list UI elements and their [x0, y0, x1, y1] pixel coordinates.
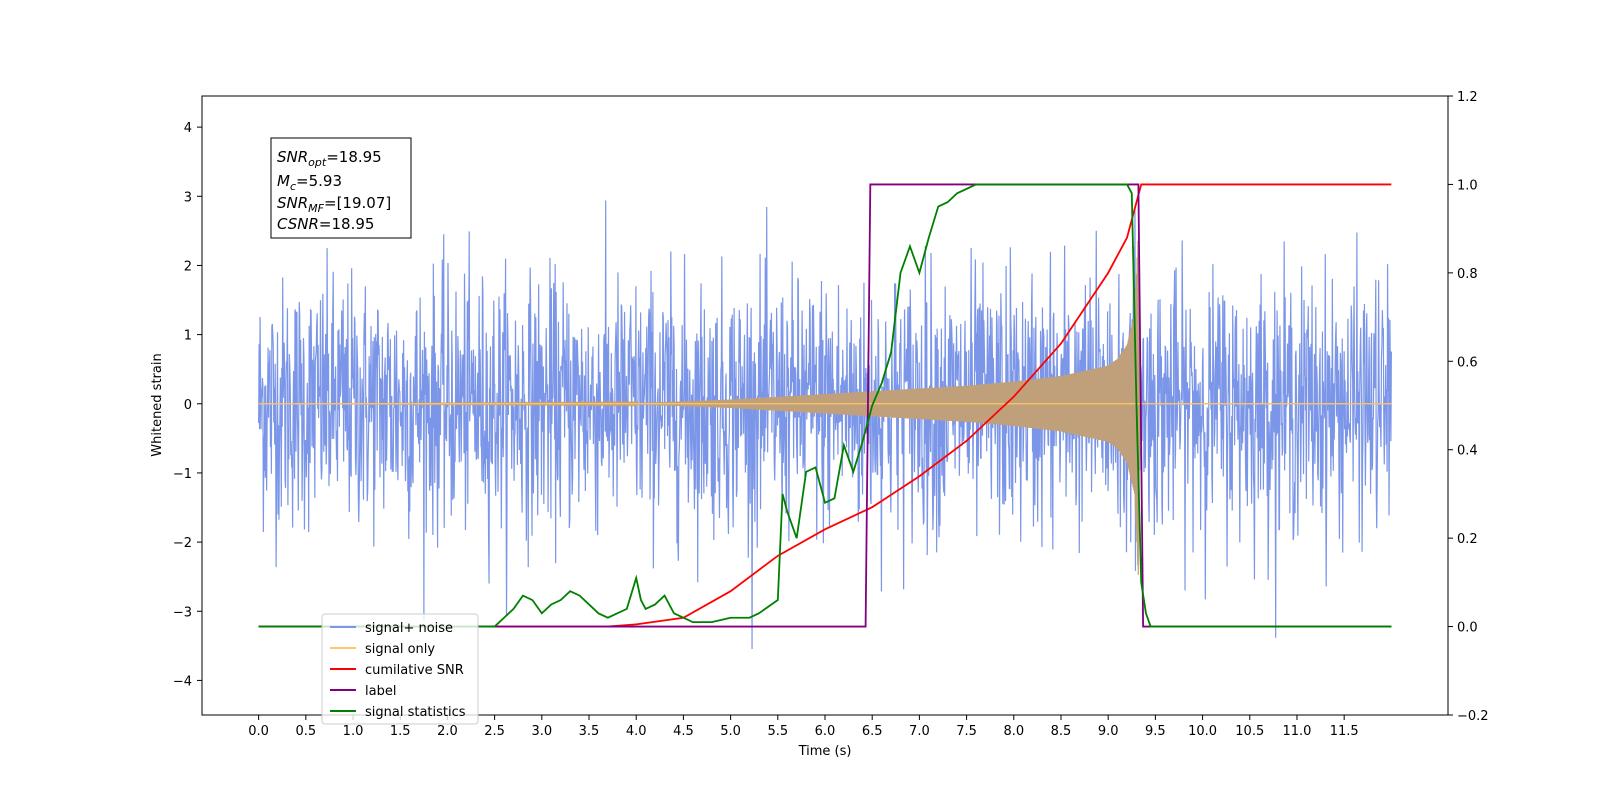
x-tick-label-2: 1.0	[343, 724, 364, 739]
y-right-tick-label-5: 0.2	[1457, 532, 1478, 547]
series-layer	[258, 183, 1392, 650]
x-tick-label-22: 11.0	[1282, 724, 1311, 739]
x-tick-label-4: 2.0	[437, 724, 458, 739]
x-tick-label-8: 4.0	[626, 724, 647, 739]
x-tick-label-16: 8.0	[1003, 724, 1024, 739]
legend-label-2: cumilative SNR	[365, 663, 464, 678]
x-tick-label-10: 5.0	[720, 724, 741, 739]
info-snr-opt: SNRopt=18.95	[277, 148, 382, 169]
x-tick-label-14: 7.0	[909, 724, 930, 739]
y-right-tick-label-3: 0.6	[1457, 355, 1478, 370]
y-axis-left: 4 3 2 1 0 −1 −2 −3 −4	[173, 121, 202, 689]
x-tick-label-20: 10.0	[1188, 724, 1217, 739]
y-axis-label: Whitened strain	[150, 353, 165, 456]
y-right-tick-label-4: 0.4	[1457, 444, 1478, 459]
legend-label-3: label	[365, 684, 396, 699]
info-mc: Mc=5.93	[277, 172, 342, 193]
legend: signal+ noise signal only cumilative SNR la…	[321, 613, 479, 725]
x-tick-label-21: 10.5	[1235, 724, 1264, 739]
legend-label-0: signal+ noise	[365, 621, 453, 636]
y-left-tick-label-8: −4	[173, 674, 192, 689]
x-tick-label-9: 4.5	[673, 724, 694, 739]
y-right-tick-label-0: 1.2	[1457, 90, 1478, 105]
y-right-tick-label-7: −0.2	[1457, 709, 1489, 724]
x-tick-label-12: 6.0	[815, 724, 836, 739]
y-right-tick-label-2: 0.8	[1457, 267, 1478, 282]
x-tick-label-13: 6.5	[862, 724, 883, 739]
x-tick-label-6: 3.0	[531, 724, 552, 739]
x-tick-label-3: 1.5	[390, 724, 411, 739]
x-tick-label-17: 8.5	[1051, 724, 1072, 739]
series-signal-noise	[258, 200, 1392, 650]
x-tick-label-0: 0.0	[248, 724, 269, 739]
y-left-tick-label-7: −3	[173, 605, 192, 620]
x-tick-label-23: 11.5	[1330, 724, 1359, 739]
x-tick-label-1: 0.5	[295, 724, 316, 739]
y-axis-right: 1.2 1.0 0.8 0.6 0.4 0.2 0.0 −0.2	[1448, 90, 1489, 724]
x-tick-label-15: 7.5	[956, 724, 977, 739]
info-box: SNRopt=18.95 Mc=5.93 SNRMF=[19.07] CSNR=…	[270, 137, 412, 239]
y-left-tick-label-2: 2	[184, 259, 192, 274]
y-left-tick-label-5: −1	[173, 467, 192, 482]
y-left-tick-label-3: 1	[184, 329, 192, 344]
x-tick-label-18: 9.0	[1098, 724, 1119, 739]
y-left-tick-label-6: −2	[173, 536, 192, 551]
legend-label-1: signal only	[365, 642, 435, 657]
legend-frame	[321, 613, 479, 725]
y-left-tick-label-4: 0	[184, 398, 192, 413]
x-tick-label-7: 3.5	[579, 724, 600, 739]
y-left-tick-label-1: 3	[184, 190, 192, 205]
x-tick-label-19: 9.5	[1145, 724, 1166, 739]
y-left-tick-label-0: 4	[184, 121, 192, 136]
info-snr-mf: SNRMF=[19.07]	[277, 194, 391, 215]
y-right-tick-label-1: 1.0	[1457, 178, 1478, 193]
info-csnr: CSNR=18.95	[277, 215, 374, 233]
x-tick-label-11: 5.5	[767, 724, 788, 739]
series-signal-statistics	[258, 183, 1392, 628]
legend-label-4: signal statistics	[365, 705, 466, 720]
x-axis-label: Time (s)	[798, 744, 852, 759]
x-axis: 0.0 0.5 1.0 1.5 2.0 2.5 3.0 3.5 4.0 4.5 5.0 5.5 6.0 6…	[248, 715, 1359, 739]
y-right-tick-label-6: 0.0	[1457, 621, 1478, 636]
x-tick-label-5: 2.5	[484, 724, 505, 739]
